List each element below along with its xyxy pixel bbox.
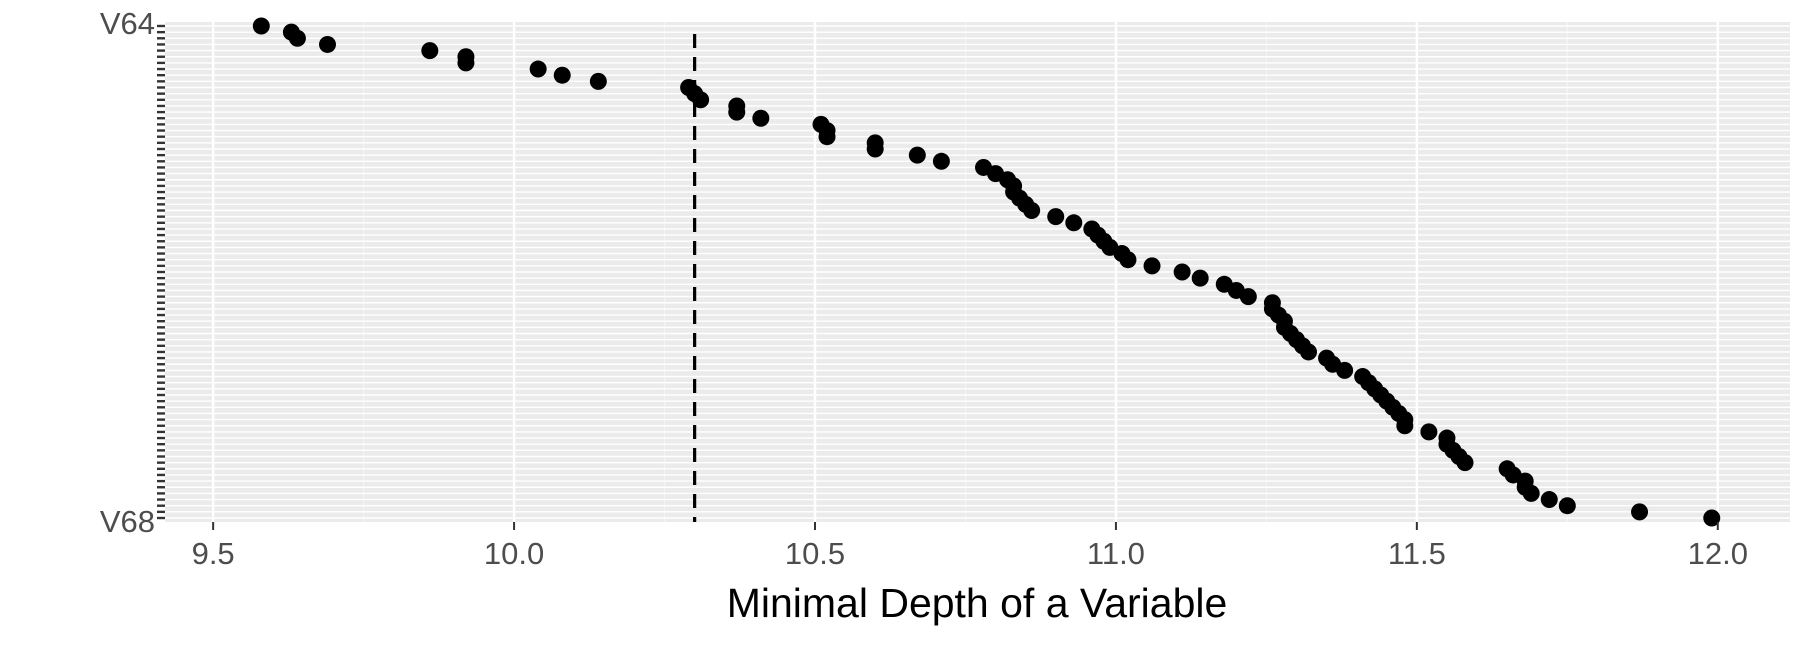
data-point — [1173, 263, 1191, 281]
data-point — [589, 72, 607, 90]
data-point — [1191, 269, 1209, 287]
data-point — [1631, 503, 1649, 521]
data-point — [1396, 417, 1414, 435]
y-gridlines — [165, 25, 1790, 519]
data-point — [1336, 361, 1354, 379]
data-point — [1023, 202, 1041, 219]
data-point — [1065, 214, 1083, 232]
data-point — [1300, 343, 1318, 361]
y-axis-labels: V64 V68 — [100, 6, 155, 539]
x-axis: 9.5 10.0 10.5 11.0 11.5 12.0 — [192, 522, 1748, 571]
y-label-bottom: V68 — [100, 504, 155, 539]
data-point — [1703, 509, 1721, 527]
y-label-top: V64 — [100, 6, 155, 41]
data-point — [553, 66, 571, 84]
data-point — [1540, 491, 1558, 509]
data-point — [1558, 497, 1576, 515]
data-point — [529, 60, 547, 78]
data-point — [1143, 257, 1161, 275]
data-point — [457, 54, 475, 72]
data-point — [1119, 251, 1137, 269]
x-tick-label: 10.0 — [484, 536, 544, 571]
data-points — [252, 17, 1721, 527]
data-point — [932, 152, 950, 170]
x-axis-title: Minimal Depth of a Variable — [727, 580, 1228, 626]
data-point — [1456, 454, 1474, 472]
y-axis-ticks — [157, 24, 165, 520]
x-tick-label: 12.0 — [1688, 536, 1748, 571]
data-point — [1420, 423, 1438, 441]
data-point — [252, 17, 270, 35]
x-major-gridlines — [211, 22, 1719, 522]
x-tick-label: 9.5 — [192, 536, 235, 571]
x-tick-label: 11.5 — [1388, 536, 1446, 571]
data-point — [288, 29, 306, 47]
data-point — [421, 42, 439, 60]
data-point — [1522, 484, 1540, 502]
data-point — [319, 35, 336, 53]
x-tick-label: 11.0 — [1087, 536, 1145, 571]
data-point — [752, 109, 770, 127]
data-point — [728, 103, 746, 121]
data-point — [1239, 288, 1257, 306]
data-point — [692, 91, 710, 109]
x-tick-label: 10.5 — [785, 536, 845, 571]
data-point — [1047, 208, 1065, 226]
data-point — [818, 128, 836, 146]
data-point — [908, 146, 926, 164]
data-point — [866, 140, 884, 158]
